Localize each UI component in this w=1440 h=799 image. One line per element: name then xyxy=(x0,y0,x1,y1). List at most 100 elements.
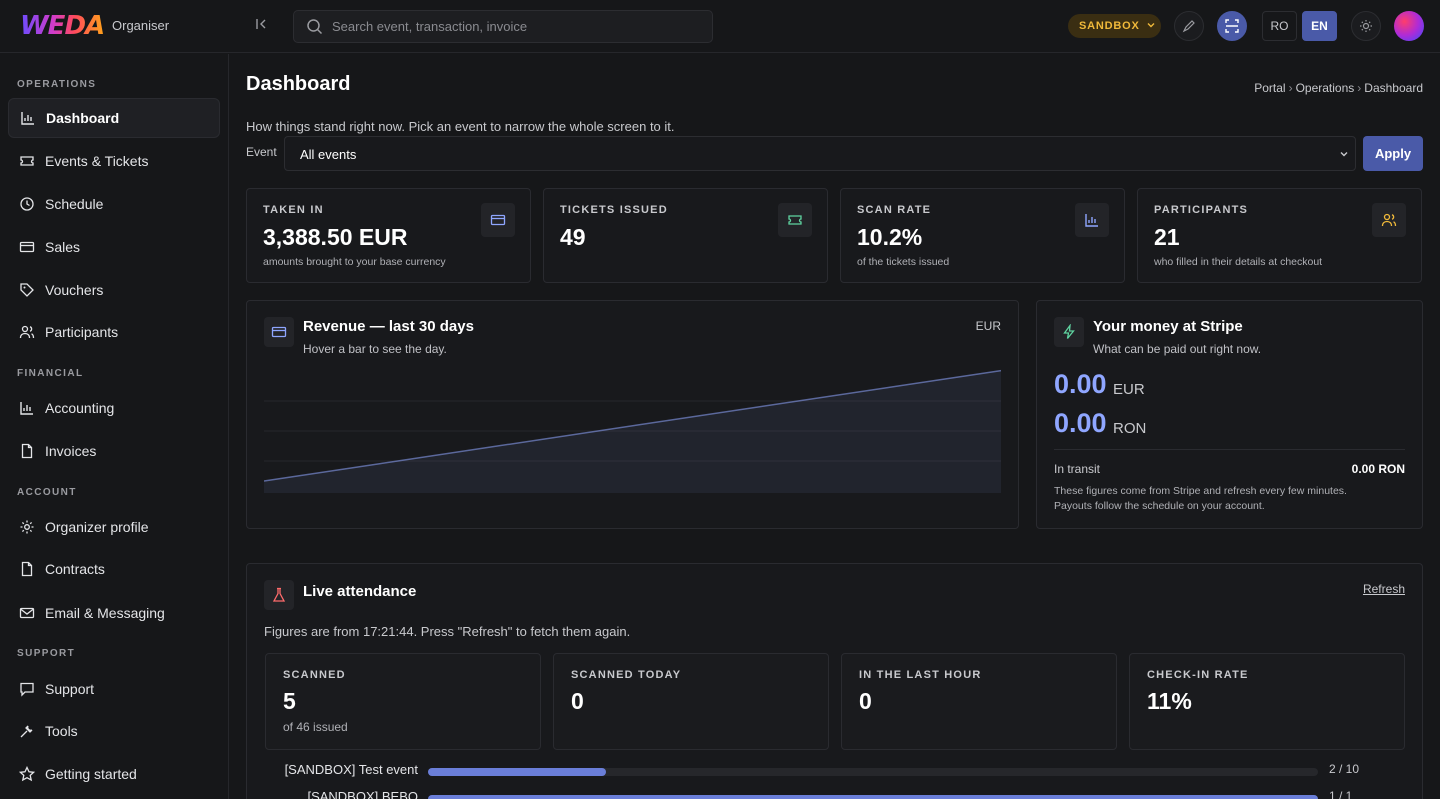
event-label: Event xyxy=(246,145,277,159)
search-input[interactable] xyxy=(332,11,702,42)
kpi-value: 3,388.50 EUR xyxy=(263,224,408,250)
flask-icon xyxy=(264,580,294,610)
event-select[interactable]: All events xyxy=(284,136,1356,171)
kpi-title: TAKEN IN xyxy=(263,204,324,216)
organiser-label: Organiser xyxy=(112,18,170,33)
attendance-card-scanned: SCANNED 5 of 46 issued xyxy=(265,653,541,750)
revenue-panel: Revenue — last 30 days Hover a bar to se… xyxy=(246,300,1019,529)
document-icon xyxy=(17,559,37,579)
sidebar-item-vouchers[interactable]: Vouchers xyxy=(8,270,220,310)
section-title-support: SUPPORT xyxy=(17,648,76,659)
sidebar-item-events-tickets[interactable]: Events & Tickets xyxy=(8,141,220,181)
sidebar-item-contracts[interactable]: Contracts xyxy=(8,549,220,589)
breadcrumb-operations[interactable]: Operations xyxy=(1295,81,1355,95)
sidebar-item-label: Dashboard xyxy=(46,110,120,126)
att-title: SCANNED xyxy=(283,669,346,681)
theme-toggle-button[interactable] xyxy=(1351,11,1381,41)
document-icon xyxy=(17,441,37,461)
attendance-card-last-hour: IN THE LAST HOUR 0 xyxy=(841,653,1117,750)
sidebar-item-label: Events & Tickets xyxy=(45,153,149,169)
page-subtitle: How things stand right now. Pick an even… xyxy=(246,119,675,134)
sidebar-item-getting-started[interactable]: Getting started xyxy=(8,754,220,794)
avatar[interactable] xyxy=(1394,11,1424,41)
event-progress-label: [SANDBOX] BEBO xyxy=(307,789,418,799)
stripe-title: Your money at Stripe xyxy=(1093,318,1243,335)
sidebar-item-accounting[interactable]: Accounting xyxy=(8,388,220,428)
users-icon xyxy=(17,322,37,342)
divider xyxy=(1054,449,1405,450)
sidebar-item-invoices[interactable]: Invoices xyxy=(8,431,220,471)
scan-icon xyxy=(1225,19,1239,33)
in-transit-value: 0.00 RON xyxy=(1351,462,1405,476)
kpi-title: PARTICIPANTS xyxy=(1154,204,1249,216)
revenue-chart[interactable] xyxy=(264,363,1001,493)
sun-icon xyxy=(1360,20,1372,32)
ticket-icon xyxy=(778,203,812,237)
section-title-operations: OPERATIONS xyxy=(17,79,97,90)
sidebar: OPERATIONS Dashboard Events & Tickets Sc… xyxy=(0,54,229,799)
stripe-note: Payouts follow the schedule on your acco… xyxy=(1054,500,1265,512)
lang-en-button[interactable]: EN xyxy=(1302,11,1337,41)
sidebar-item-participants[interactable]: Participants xyxy=(8,312,220,352)
sidebar-item-sales[interactable]: Sales xyxy=(8,227,220,267)
wrench-icon xyxy=(17,721,37,741)
section-title-account: ACCOUNT xyxy=(17,487,77,498)
stripe-amount-eur: 0.00 xyxy=(1054,369,1107,399)
breadcrumb-portal[interactable]: Portal xyxy=(1254,81,1286,95)
star-icon xyxy=(17,764,37,784)
kpi-card-tickets-issued: TICKETS ISSUED 49 xyxy=(543,188,828,283)
sidebar-item-label: Participants xyxy=(45,324,119,340)
event-select-value: All events xyxy=(300,147,357,162)
sidebar-item-organizer-profile[interactable]: Organizer profile xyxy=(8,507,220,547)
users-icon xyxy=(1372,203,1406,237)
breadcrumb-dashboard: Dashboard xyxy=(1364,81,1423,95)
sidebar-item-label: Sales xyxy=(45,239,81,255)
refresh-link[interactable]: Refresh xyxy=(1362,582,1405,596)
kpi-card-participants: PARTICIPANTS 21 who filled in their deta… xyxy=(1137,188,1422,283)
att-title: SCANNED TODAY xyxy=(571,669,682,681)
sidebar-item-label: Support xyxy=(45,681,95,697)
sidebar-item-support[interactable]: Support xyxy=(8,669,220,709)
mail-icon xyxy=(17,603,37,623)
bar-chart-icon xyxy=(17,398,37,418)
in-transit-label: In transit xyxy=(1054,462,1101,476)
collapse-sidebar-button[interactable] xyxy=(250,15,272,37)
sidebar-item-tools[interactable]: Tools xyxy=(8,711,220,751)
theme-pencil-button[interactable] xyxy=(1174,11,1204,41)
search-icon xyxy=(307,19,323,35)
revenue-title: Revenue — last 30 days xyxy=(303,318,474,335)
att-value: 0 xyxy=(571,688,584,714)
stripe-currency-eur: EUR xyxy=(1113,381,1145,398)
lang-ro-button[interactable]: RO xyxy=(1262,11,1297,41)
att-title: CHECK-IN RATE xyxy=(1147,669,1249,681)
sidebar-item-label: Invoices xyxy=(45,443,97,459)
tag-icon xyxy=(17,280,37,300)
scan-button[interactable] xyxy=(1217,11,1247,41)
bar-chart-icon xyxy=(1075,203,1109,237)
bar-chart-icon xyxy=(18,108,38,128)
weda-logo[interactable]: WEDA xyxy=(20,11,105,41)
event-progress-fill xyxy=(428,768,606,776)
apply-button[interactable]: Apply xyxy=(1363,136,1423,171)
breadcrumb: Portal › Operations › Dashboard xyxy=(1254,81,1423,95)
sidebar-item-label: Organizer profile xyxy=(45,519,149,535)
section-title-financial: FINANCIAL xyxy=(17,368,84,379)
sidebar-item-schedule[interactable]: Schedule xyxy=(8,184,220,224)
chat-icon xyxy=(17,679,37,699)
sidebar-item-label: Email & Messaging xyxy=(45,605,165,621)
att-value: 0 xyxy=(859,688,872,714)
sidebar-item-label: Getting started xyxy=(45,766,137,782)
sidebar-item-dashboard[interactable]: Dashboard xyxy=(8,98,220,138)
kpi-value: 49 xyxy=(560,224,586,250)
gear-icon xyxy=(17,517,37,537)
attendance-card-check-in-rate: CHECK-IN RATE 11% xyxy=(1129,653,1405,750)
kpi-title: TICKETS ISSUED xyxy=(560,204,668,216)
sidebar-item-email-messaging[interactable]: Email & Messaging xyxy=(8,593,220,633)
search-box[interactable] xyxy=(293,10,713,43)
kpi-card-taken-in: TAKEN IN 3,388.50 EUR amounts brought to… xyxy=(246,188,531,283)
sandbox-dropdown[interactable]: SANDBOX xyxy=(1068,14,1161,38)
event-progress-row: [SANDBOX] BEBO 1 / 1 xyxy=(247,789,1422,799)
kpi-note: who filled in their details at checkout xyxy=(1154,256,1323,268)
stripe-note: These figures come from Stripe and refre… xyxy=(1054,485,1347,497)
event-progress-track xyxy=(428,768,1318,776)
